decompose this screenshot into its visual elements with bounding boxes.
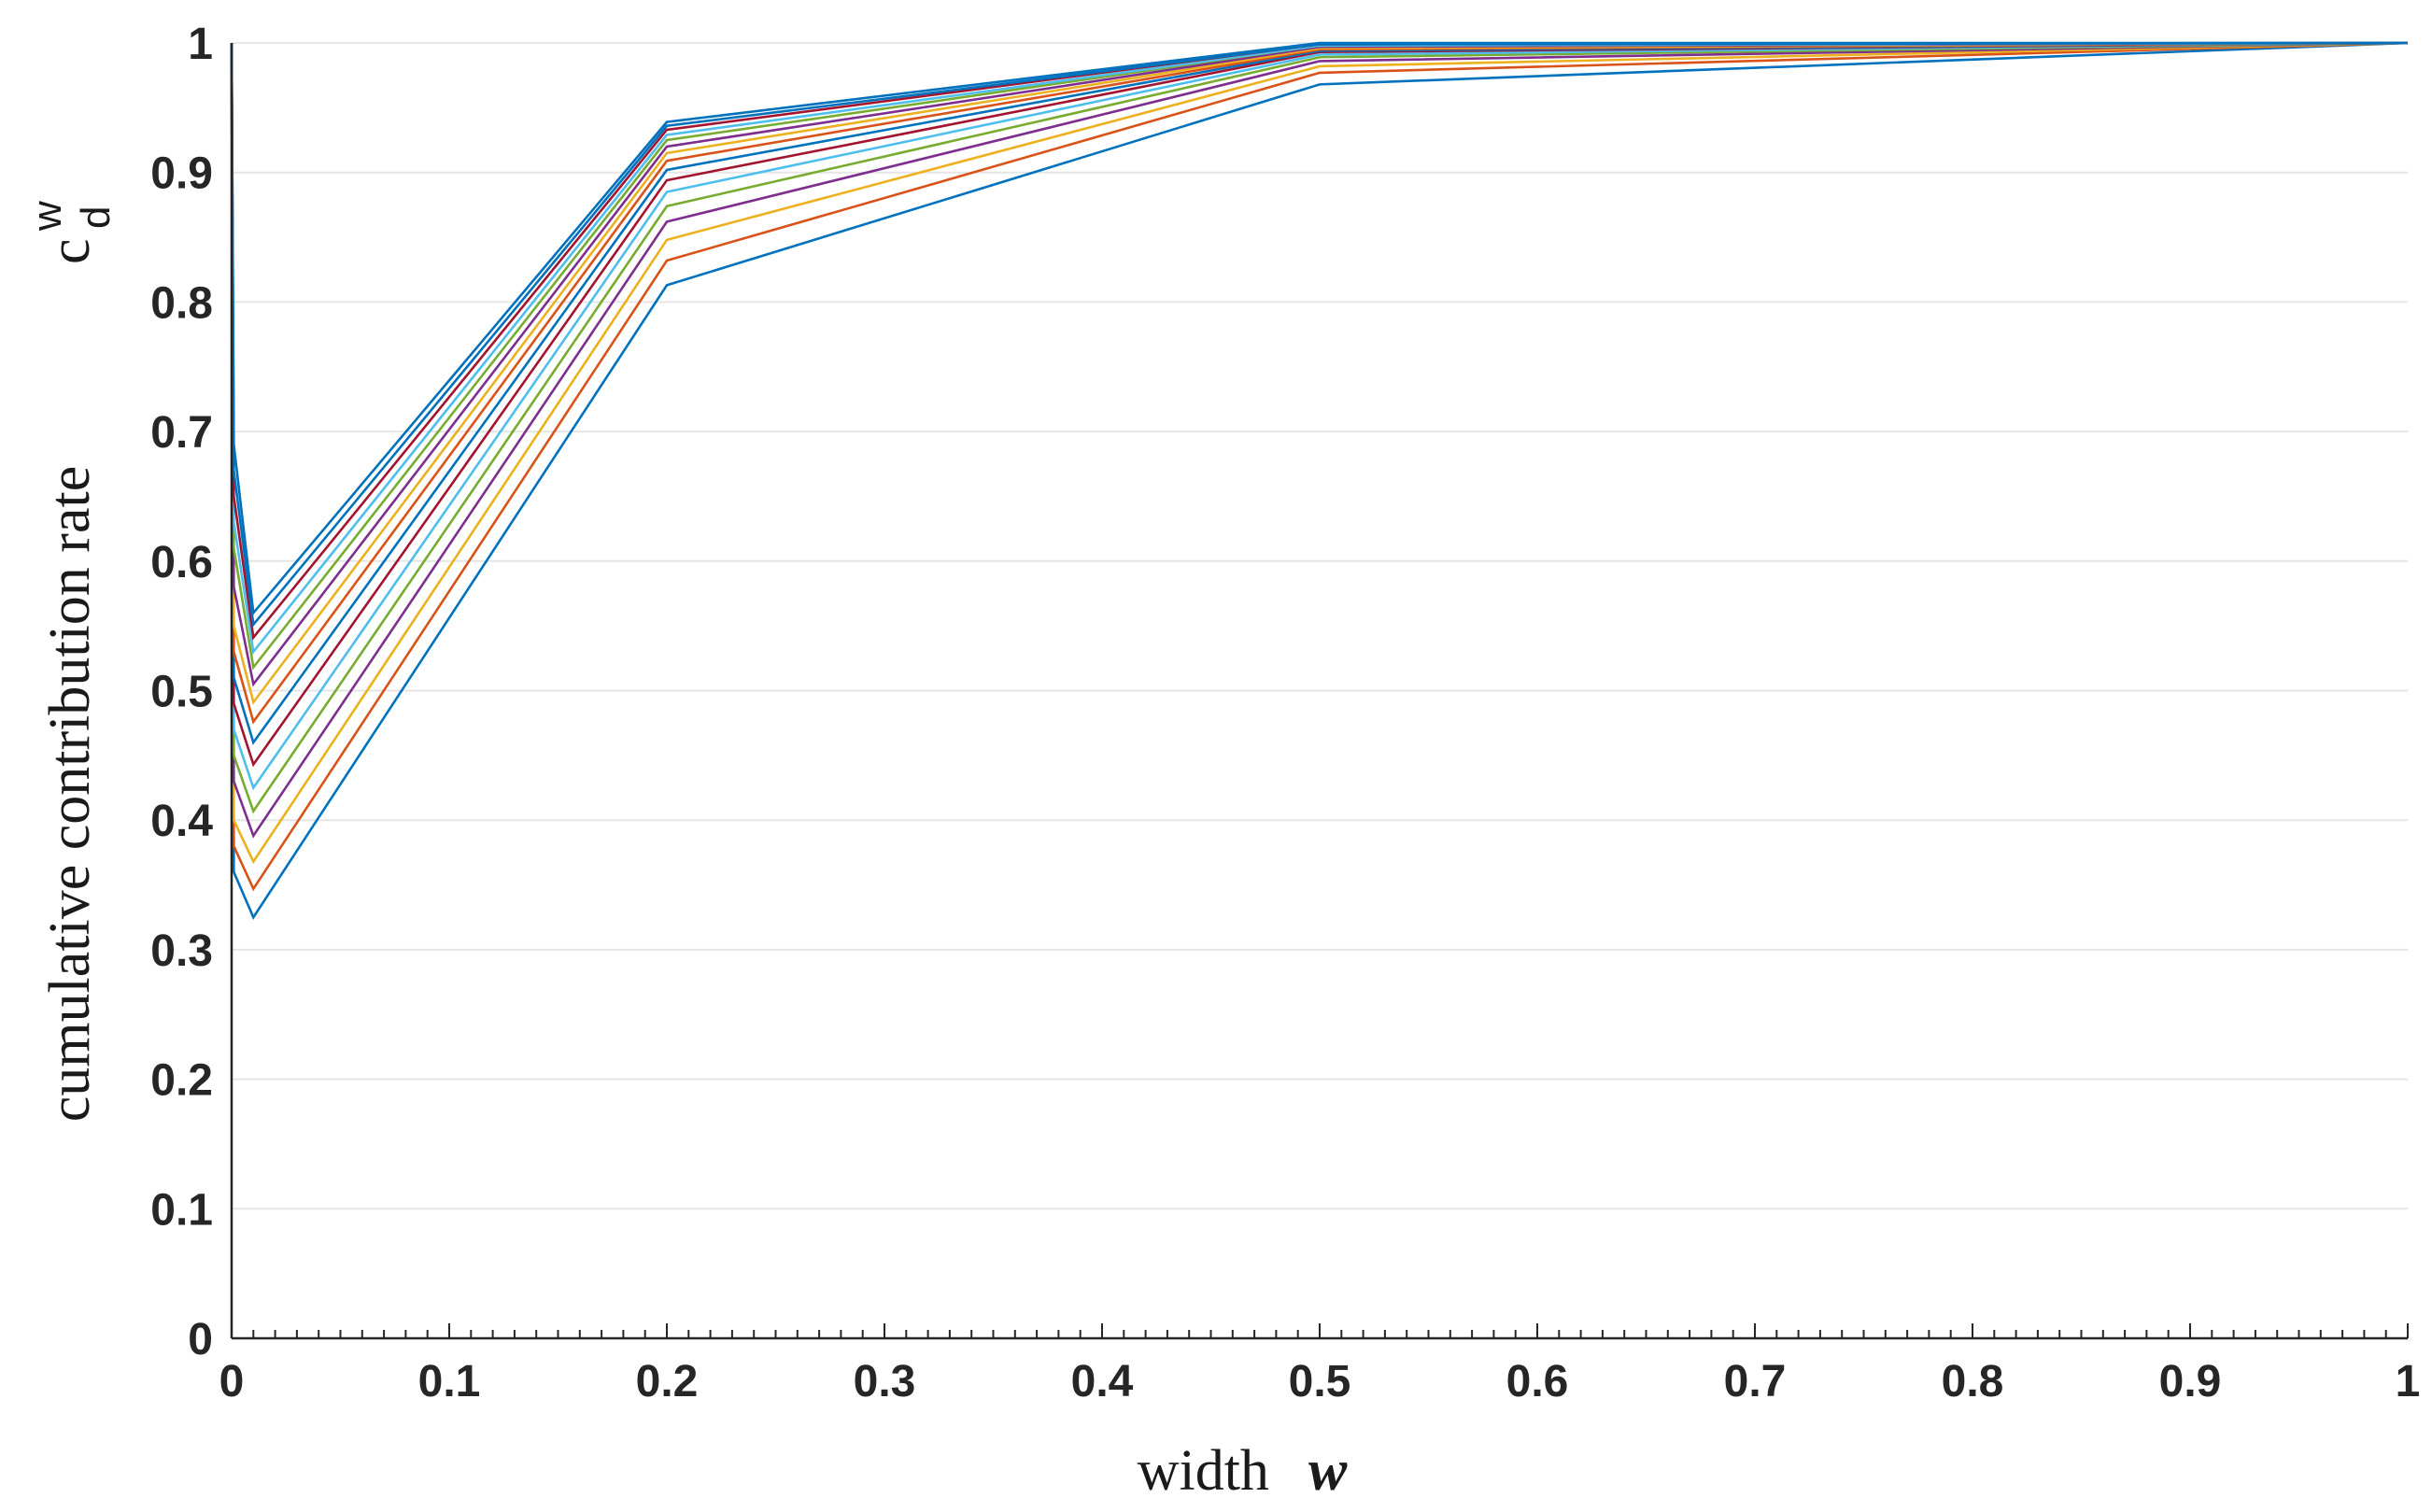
x-tick-label: 0.2: [636, 1357, 699, 1406]
y-tick-label: 0.8: [150, 278, 213, 328]
y-axis-title: cumulative contribution rate c w d: [24, 201, 119, 1122]
y-tick-label: 0.9: [150, 149, 213, 199]
y-tick-label: 0.1: [150, 1185, 213, 1235]
y-axis-title-symbol: c: [38, 238, 102, 264]
x-tick-label: 0.5: [1289, 1357, 1351, 1406]
x-tick-label: 0: [219, 1357, 245, 1406]
x-tick-label: 0.4: [1071, 1357, 1134, 1406]
y-tick-label: 0.4: [150, 797, 213, 846]
series-lines: [230, 41, 2409, 920]
x-tick-label: 0.1: [418, 1357, 481, 1406]
x-axis-title: width w: [1138, 1439, 1348, 1503]
axes: [230, 43, 2409, 1340]
x-tick-label: 0.9: [2159, 1357, 2222, 1406]
y-axis-title-text: cumulative contribution rate: [38, 466, 102, 1122]
y-tick-label: 0: [188, 1315, 213, 1364]
y-tick-label: 0.6: [150, 538, 213, 587]
x-tick-labels: 0 0.1 0.2 0.3 0.4 0.5 0.6 0.7 0.8 0.9 1: [219, 1357, 2421, 1406]
series-line-16: [230, 41, 2408, 616]
y-tick-label: 1: [188, 20, 213, 69]
y-tick-label: 0.7: [150, 408, 213, 458]
y-tick-labels: 0 0.1 0.2 0.3 0.4 0.5 0.6 0.7 0.8 0.9 1: [150, 20, 213, 1364]
x-tick-label: 0.6: [1506, 1357, 1569, 1406]
x-tick-label: 0.7: [1724, 1357, 1787, 1406]
y-axis-title-superscript: w: [24, 201, 70, 232]
y-tick-label: 0.5: [150, 668, 213, 717]
x-axis-title-text: width: [1138, 1439, 1269, 1503]
gridlines: [232, 42, 2408, 1339]
y-tick-label: 0.2: [150, 1056, 213, 1106]
x-tick-label: 1: [2396, 1357, 2421, 1406]
x-axis-title-variable: w: [1308, 1439, 1348, 1503]
y-axis-title-subscript: d: [73, 206, 119, 229]
x-tick-label: 0.8: [1942, 1357, 2004, 1406]
y-tick-label: 0.3: [150, 926, 213, 976]
x-tick-label: 0.3: [854, 1357, 916, 1406]
